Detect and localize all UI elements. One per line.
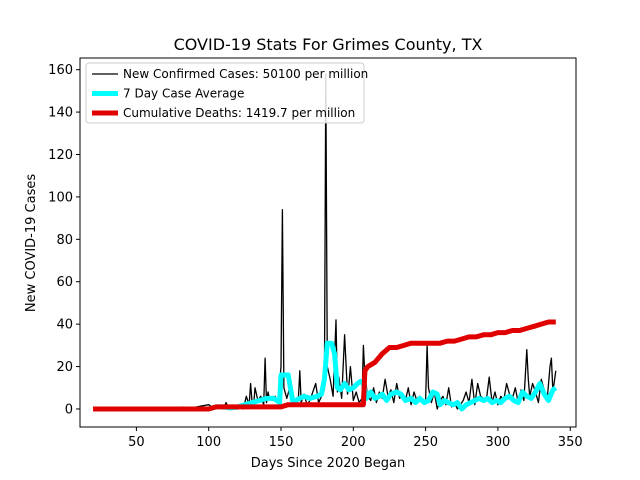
legend: New Confirmed Cases: 50100 per million 7 … [85, 62, 368, 124]
x-tick-label: 350 [558, 435, 583, 450]
y-tick-label: 100 [48, 190, 73, 205]
x-tick-label: 250 [413, 435, 438, 450]
chart-title: COVID-19 Stats For Grimes County, TX [174, 35, 483, 54]
axes-frame [79, 57, 577, 428]
y-tick-label: 40 [56, 318, 73, 333]
legend-box [85, 62, 365, 124]
x-tick-label: 200 [341, 435, 366, 450]
legend-label-0: New Confirmed Cases: 50100 per million [123, 67, 368, 81]
y-axis-label: New COVID-19 Cases [24, 174, 39, 312]
legend-label-2: Cumulative Deaths: 1419.7 per million [123, 106, 355, 120]
y-tick-label: 20 [56, 360, 73, 375]
x-tick-label: 300 [485, 435, 510, 450]
x-tick-label: 150 [269, 435, 294, 450]
plot-area: 50 100 150 200 250 300 350 0 20 40 60 80 100 120 140 16… [48, 57, 583, 450]
legend-label-1: 7 Day Case Average [123, 87, 244, 101]
y-tick-label: 140 [48, 106, 73, 121]
series-line-2 [93, 319, 556, 412]
y-tick-label: 60 [56, 275, 73, 290]
series-line-1 [93, 340, 558, 412]
y-tick-label: 120 [48, 148, 73, 163]
y-tick-label: 0 [65, 402, 73, 417]
y-tick-label: 80 [56, 233, 73, 248]
x-tick-label: 100 [196, 435, 221, 450]
x-axis-label: Days Since 2020 Began [251, 456, 406, 471]
x-tick-label: 50 [128, 435, 145, 450]
y-tick-label: 160 [48, 63, 73, 78]
